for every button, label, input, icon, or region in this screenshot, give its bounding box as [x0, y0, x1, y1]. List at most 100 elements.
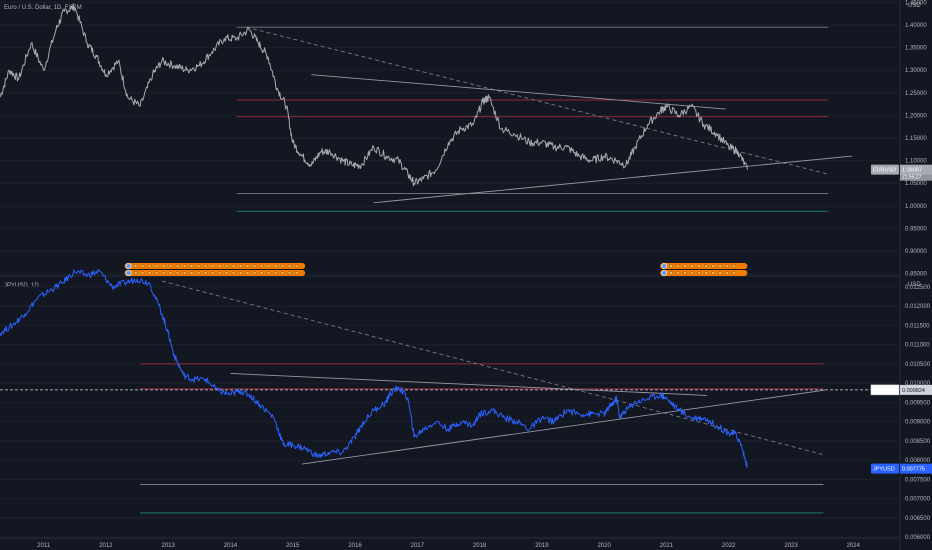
jpyusd-y-tick-label: 0.007000 — [905, 497, 931, 503]
event-icon — [725, 271, 729, 275]
x-tick-label: 2019 — [535, 543, 549, 549]
event-icon — [217, 271, 222, 275]
event-icon — [732, 264, 736, 268]
x-tick-label: 2013 — [161, 543, 175, 549]
jpyusd-price-line — [0, 269, 748, 469]
event-icon — [280, 271, 285, 275]
event-icon — [287, 264, 292, 268]
event-markers[interactable] — [124, 263, 748, 276]
eurusd-y-tick-label: 0.85000 — [905, 272, 927, 278]
jpyusd-level-axis-tag — [900, 384, 932, 395]
eurusd-currency: USD — [908, 3, 921, 9]
flag-icon — [661, 263, 668, 269]
event-icon — [238, 271, 243, 275]
eurusd-y-tick-label: 1.15000 — [905, 136, 927, 142]
event-icon — [203, 264, 208, 268]
event-icon — [245, 271, 250, 275]
jpyusd-last-value-symbol: JPYUSD — [873, 467, 895, 473]
event-icon — [189, 264, 194, 268]
event-icon — [147, 271, 152, 275]
event-icon — [273, 271, 278, 275]
event-icon — [154, 264, 159, 268]
event-icon — [245, 264, 250, 268]
event-icon — [161, 271, 166, 275]
jpyusd-y-tick-label: 0.006000 — [905, 535, 931, 541]
event-icon — [210, 264, 215, 268]
event-icon — [725, 264, 729, 268]
event-icon — [189, 271, 194, 275]
event-icon — [287, 271, 292, 275]
jpyusd-title: JPYUSD, 1D — [4, 283, 39, 289]
event-icon — [697, 271, 701, 275]
jpyusd-y-tick-label: 0.008000 — [905, 458, 931, 464]
x-tick-label: 2018 — [473, 543, 487, 549]
jpyusd-y-tick-label: 0.012000 — [905, 304, 931, 310]
event-icon — [294, 271, 299, 275]
jpyusd-y-tick-label: 0.011500 — [905, 323, 930, 329]
event-icon — [690, 264, 694, 268]
jpyusd-y-tick-label: 0.009000 — [905, 420, 931, 426]
x-tick-label: 2022 — [722, 543, 736, 549]
flag-icon — [125, 263, 132, 269]
event-marker-bar — [660, 263, 748, 269]
jpyusd-y-tick-label: 0.009500 — [905, 400, 931, 406]
event-icon — [732, 271, 736, 275]
eurusd-price-line — [0, 3, 748, 187]
event-icon — [217, 264, 222, 268]
jpyusd-y-tick-label: 0.012500 — [905, 285, 931, 291]
event-icon — [683, 271, 687, 275]
eurusd-last-value-price: 1.08097 — [902, 168, 922, 174]
event-icon — [676, 271, 680, 275]
event-icon — [182, 271, 187, 275]
jpyusd-last-value-price: 0.007775 — [902, 467, 925, 473]
event-marker-bar — [124, 263, 306, 269]
eurusd-y-tick-label: 1.45000 — [905, 0, 927, 6]
eurusd-countdown-bg — [900, 173, 932, 181]
eurusd-trendline — [245, 26, 829, 175]
eurusd-last-value-symbol: EURUSD — [873, 168, 896, 174]
eurusd-y-tick-label: 1.10000 — [905, 159, 927, 165]
eurusd-last-value-axis-tag — [900, 164, 932, 175]
jpyusd-last-value-tag — [871, 463, 899, 474]
event-icon — [704, 271, 708, 275]
x-tick-label: 2012 — [99, 543, 113, 549]
x-tick-label: 2011 — [37, 543, 51, 549]
time-axis[interactable]: 2011 2012 2013 2014 2015 2016 2017 2018 2019 2020… — [37, 543, 860, 549]
x-tick-label: 2023 — [784, 543, 798, 549]
event-icon — [273, 264, 278, 268]
flag-icon — [125, 270, 132, 276]
event-icon — [676, 264, 680, 268]
jpyusd-pane[interactable]: 0.012500 0.012000 0.011500 0.011000 0.010500… — [0, 269, 932, 542]
event-icon — [196, 264, 201, 268]
event-icon — [266, 264, 271, 268]
event-icon — [210, 271, 215, 275]
event-icon — [697, 264, 701, 268]
event-icon — [140, 271, 145, 275]
jpyusd-y-tick-label: 0.010000 — [905, 381, 931, 387]
eurusd-pane[interactable]: 1.45000 1.40000 1.35000 1.30000 1.25000 1.200… — [0, 0, 932, 278]
jpyusd-y-tick-label: 0.008500 — [905, 439, 931, 445]
event-icon — [168, 271, 173, 275]
eurusd-trendline — [311, 74, 726, 110]
x-tick-label: 2021 — [660, 543, 674, 549]
event-icon — [259, 271, 264, 275]
jpyusd-y-tick-label: 0.006500 — [905, 516, 931, 522]
event-marker-bar — [660, 270, 748, 276]
event-icon — [294, 264, 299, 268]
x-tick-label: 2017 — [411, 543, 425, 549]
event-icon — [196, 271, 201, 275]
x-tick-label: 2016 — [348, 543, 362, 549]
event-icon — [718, 264, 722, 268]
event-icon — [669, 271, 673, 275]
jpyusd-currency: USD — [908, 282, 921, 288]
eurusd-last-value-tag — [871, 164, 899, 175]
x-tick-label: 2014 — [224, 543, 238, 549]
jpyusd-y-tick-label: 0.007500 — [905, 477, 931, 483]
event-icon — [280, 264, 285, 268]
event-icon — [161, 264, 166, 268]
event-icon — [175, 264, 180, 268]
jpyusd-last-value-axis-tag — [900, 463, 932, 474]
jpyusd-trendline — [230, 373, 707, 396]
event-icon — [140, 264, 145, 268]
